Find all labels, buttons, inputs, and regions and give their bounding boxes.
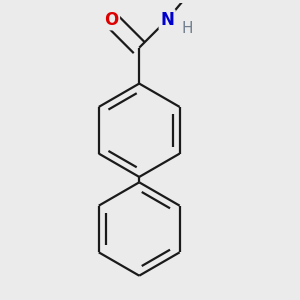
Text: N: N bbox=[160, 11, 174, 29]
Text: O: O bbox=[104, 11, 118, 29]
Text: H: H bbox=[181, 21, 193, 36]
